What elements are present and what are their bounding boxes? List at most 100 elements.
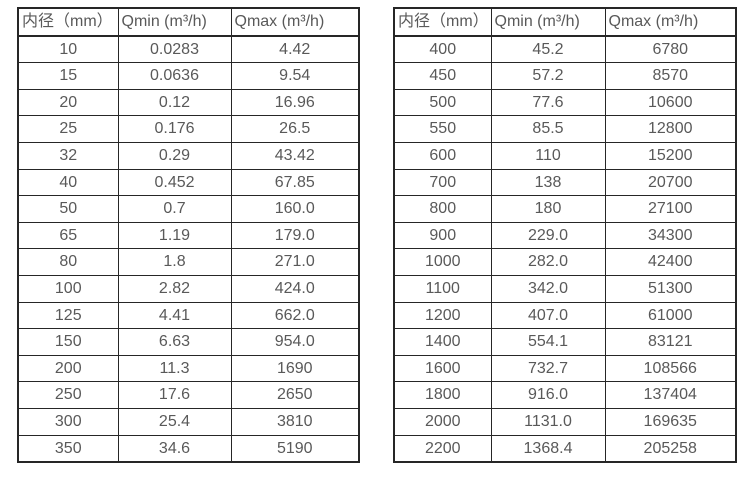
table-row: 350 34.6 5190 <box>17 434 360 463</box>
table-cell: 916.0 <box>490 381 606 409</box>
table-cell: 6780 <box>604 35 737 64</box>
table-cell: 32 <box>17 141 119 170</box>
table-cell: 1.8 <box>117 248 232 276</box>
table-cell: 137404 <box>604 381 737 409</box>
table-cell: 600 <box>393 141 492 170</box>
table-cell: 900 <box>393 221 492 250</box>
column-header: 内径（mm） <box>393 7 492 37</box>
table-cell: 80 <box>17 248 119 276</box>
table-cell: 229.0 <box>490 221 606 250</box>
table-cell: 26.5 <box>230 115 360 143</box>
table-cell: 1.19 <box>117 221 232 250</box>
table-row: 1200 407.0 61000 <box>393 301 737 330</box>
table-row: 32 0.29 43.42 <box>17 141 360 170</box>
table-cell: 500 <box>393 88 492 117</box>
column-header: Qmax (m³/h) <box>604 7 737 37</box>
table-cell: 150 <box>17 328 119 356</box>
table-row: 400 45.2 6780 <box>393 35 737 64</box>
table-cell: 8570 <box>604 62 737 90</box>
table-cell: 51300 <box>604 274 737 303</box>
table-cell: 25.4 <box>117 407 232 436</box>
table-cell: 2650 <box>230 381 360 409</box>
table-cell: 20700 <box>604 168 737 197</box>
table-row: 450 57.2 8570 <box>393 62 737 90</box>
table-row: 1100 342.0 51300 <box>393 274 737 303</box>
table-cell: 407.0 <box>490 301 606 330</box>
table-row: 1800 916.0 137404 <box>393 381 737 409</box>
table-row: 1400 554.1 83121 <box>393 328 737 356</box>
table-row: 900 229.0 34300 <box>393 221 737 250</box>
table-cell: 1690 <box>230 354 360 383</box>
table-cell: 180 <box>490 195 606 223</box>
table-cell: 0.0283 <box>117 35 232 64</box>
table-row: 150 6.63 954.0 <box>17 328 360 356</box>
table-cell: 15 <box>17 62 119 90</box>
table-cell: 250 <box>17 381 119 409</box>
table-cell: 3810 <box>230 407 360 436</box>
header-row: 内径（mm） Qmin (m³/h) Qmax (m³/h) <box>393 7 737 37</box>
table-cell: 50 <box>17 195 119 223</box>
table-cell: 2000 <box>393 407 492 436</box>
table-cell: 11.3 <box>117 354 232 383</box>
table-cell: 4.41 <box>117 301 232 330</box>
table-row: 10 0.0283 4.42 <box>17 35 360 64</box>
table-row: 15 0.0636 9.54 <box>17 62 360 90</box>
table-row: 65 1.19 179.0 <box>17 221 360 250</box>
table-cell: 138 <box>490 168 606 197</box>
table-cell: 271.0 <box>230 248 360 276</box>
table-cell: 1131.0 <box>490 407 606 436</box>
column-header: Qmin (m³/h) <box>117 7 232 37</box>
table-cell: 85.5 <box>490 115 606 143</box>
table-cell: 34300 <box>604 221 737 250</box>
table-cell: 0.7 <box>117 195 232 223</box>
table-cell: 9.54 <box>230 62 360 90</box>
table-cell: 179.0 <box>230 221 360 250</box>
table-cell: 205258 <box>604 434 737 463</box>
table-cell: 450 <box>393 62 492 90</box>
table-cell: 77.6 <box>490 88 606 117</box>
table-cell: 169635 <box>604 407 737 436</box>
table-cell: 550 <box>393 115 492 143</box>
table-row: 600 110 15200 <box>393 141 737 170</box>
table-cell: 27100 <box>604 195 737 223</box>
table-cell: 1600 <box>393 354 492 383</box>
table-row: 250 17.6 2650 <box>17 381 360 409</box>
table-row: 125 4.41 662.0 <box>17 301 360 330</box>
table-cell: 0.176 <box>117 115 232 143</box>
table-cell: 61000 <box>604 301 737 330</box>
table-cell: 1800 <box>393 381 492 409</box>
table-cell: 17.6 <box>117 381 232 409</box>
table-cell: 1400 <box>393 328 492 356</box>
table-cell: 954.0 <box>230 328 360 356</box>
table-cell: 1368.4 <box>490 434 606 463</box>
table-row: 50 0.7 160.0 <box>17 195 360 223</box>
table-cell: 6.63 <box>117 328 232 356</box>
table-cell: 45.2 <box>490 35 606 64</box>
table-cell: 12800 <box>604 115 737 143</box>
table-row: 550 85.5 12800 <box>393 115 737 143</box>
flow-spec-table-large-diameters: 内径（mm） Qmin (m³/h) Qmax (m³/h) 400 45.2 6780… <box>393 7 737 464</box>
table-row: 25 0.176 26.5 <box>17 115 360 143</box>
table-row: 2000 1131.0 169635 <box>393 407 737 436</box>
table-row: 100 2.82 424.0 <box>17 274 360 303</box>
table-cell: 57.2 <box>490 62 606 90</box>
table-cell: 160.0 <box>230 195 360 223</box>
table-cell: 350 <box>17 434 119 463</box>
table-cell: 16.96 <box>230 88 360 117</box>
table-cell: 110 <box>490 141 606 170</box>
table-cell: 20 <box>17 88 119 117</box>
table-cell: 67.85 <box>230 168 360 197</box>
table-cell: 83121 <box>604 328 737 356</box>
table-cell: 15200 <box>604 141 737 170</box>
table-row: 80 1.8 271.0 <box>17 248 360 276</box>
table-cell: 40 <box>17 168 119 197</box>
table-row: 1600 732.7 108566 <box>393 354 737 383</box>
table-cell: 34.6 <box>117 434 232 463</box>
table-cell: 10600 <box>604 88 737 117</box>
table-cell: 0.452 <box>117 168 232 197</box>
column-header: 内径（mm） <box>17 7 119 37</box>
table-cell: 100 <box>17 274 119 303</box>
table-row: 40 0.452 67.85 <box>17 168 360 197</box>
table-cell: 662.0 <box>230 301 360 330</box>
